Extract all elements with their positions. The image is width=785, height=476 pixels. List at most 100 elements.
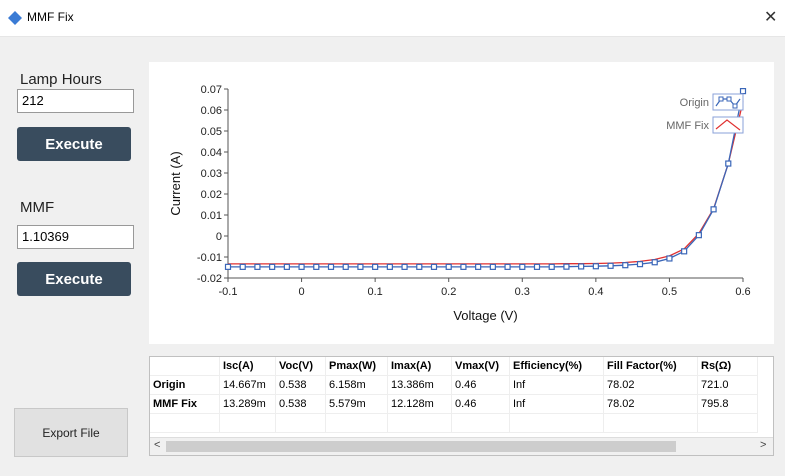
scroll-left-icon[interactable]: < [154,439,161,451]
title-bar: MMF Fix ✕ [0,0,785,37]
table-cell: 795.8 [697,394,758,414]
origin-data-point [548,263,555,270]
column-header: Voc(V) [275,357,326,376]
origin-data-point [607,262,614,269]
legend-marker [718,96,724,102]
origin-data-point [460,263,467,270]
x-tick-label: 0.6 [735,286,750,298]
table-cell: 0.46 [451,394,510,414]
table-cell: 13.289m [219,394,276,414]
table-row[interactable] [150,413,758,433]
origin-data-point [739,88,747,95]
origin-data-point [430,263,438,270]
legend-label-origin: Origin [680,97,709,109]
table-cell [219,413,276,433]
table-cell: 0.538 [275,375,326,395]
iv-chart-panel: -0.02 -0.01 0 0.01 0.02 0.03 0.04 0.05 0.06 0.07 -… [149,62,774,344]
origin-data-point [710,206,717,213]
table-cell [603,413,698,433]
scroll-thumb[interactable] [166,441,676,452]
results-table: Isc(A) Voc(V) Pmax(W) Imax(A) Vmax(V) Efficie… [150,357,758,433]
origin-data-point [475,263,482,270]
column-header: Imax(A) [387,357,452,376]
table-cell: 5.579m [325,394,388,414]
origin-data-point [622,262,629,269]
origin-data-point [342,263,349,270]
origin-data-point [666,255,673,262]
x-tick-label: 0.2 [441,286,456,298]
legend-swatch-mmf-fix [715,119,741,131]
row-label: Origin [150,375,220,395]
window-title: MMF Fix [27,10,74,24]
origin-data-point [283,263,290,270]
table-row[interactable]: MMF Fix 13.289m 0.538 5.579m 12.128m 0.46 Inf 7… [150,394,758,414]
origin-data-point [489,263,496,270]
origin-data-point [357,263,364,270]
column-header: Vmax(V) [451,357,510,376]
y-tick-label: 0.02 [201,189,222,201]
x-tick-label: -0.1 [219,286,238,298]
legend-swatch-box [712,116,744,134]
origin-data-point [269,263,276,270]
table-cell: 14.667m [219,375,276,395]
row-label [150,413,220,433]
origin-data-point [563,263,570,270]
origin-data-point [445,263,452,270]
column-header: Fill Factor(%) [603,357,698,376]
origin-data-point [327,263,335,270]
y-tick-label: 0.05 [201,126,222,138]
row-label: MMF Fix [150,394,220,414]
x-tick-label: 0.3 [515,286,530,298]
export-file-button[interactable]: Export File [14,408,128,457]
origin-data-point [592,263,599,270]
execute-lamp-button[interactable]: Execute [17,127,131,161]
x-tick-label: 0.4 [588,286,603,298]
column-header: Rs(Ω) [697,357,758,376]
y-tick-label: 0 [216,231,222,243]
origin-data-point [725,160,732,167]
scroll-right-icon[interactable]: > [760,439,767,451]
origin-data-point [636,261,644,268]
table-cell: 12.128m [387,394,452,414]
table-cell: 0.538 [275,394,326,414]
y-tick-label: 0.04 [201,147,222,159]
origin-data-point [519,263,526,270]
y-tick-label: 0.03 [201,168,222,180]
legend-label-mmf-fix: MMF Fix [666,120,709,132]
y-tick-label: -0.02 [197,273,222,285]
origin-data-point [504,263,511,270]
origin-data-point [239,263,246,270]
table-cell [451,413,510,433]
mmf-label: MMF [20,199,55,216]
table-cell [509,413,604,433]
table-cell [325,413,388,433]
x-tick-label: 0.5 [662,286,677,298]
origin-data-point [651,259,658,266]
app-diamond-icon [8,11,22,25]
origin-data-point [386,263,393,270]
execute-mmf-button[interactable]: Execute [17,262,131,296]
table-cell: 78.02 [603,375,698,395]
results-table-panel: Isc(A) Voc(V) Pmax(W) Imax(A) Vmax(V) Efficie… [149,356,774,456]
origin-data-point [416,263,423,270]
table-cell: 78.02 [603,394,698,414]
lamp-hours-label: Lamp Hours [20,71,102,88]
close-icon[interactable]: ✕ [764,9,778,26]
lamp-hours-input[interactable]: 212 [17,89,134,113]
table-cell: Inf [509,375,604,395]
x-axis-label: Voltage (V) [453,308,517,323]
mmf-input[interactable]: 1.10369 [17,225,134,249]
y-tick-label: 0.06 [201,105,222,117]
column-header: Pmax(W) [325,357,388,376]
column-header [150,357,220,376]
y-tick-label: 0.01 [201,210,222,222]
table-row[interactable]: Origin 14.667m 0.538 6.158m 13.386m 0.46 Inf 78… [150,375,758,395]
x-tick-label: 0.1 [367,286,382,298]
y-axis-label: Current (A) [168,151,183,215]
legend-marker [732,103,738,109]
origin-data-point [695,232,702,239]
iv-chart: -0.02 -0.01 0 0.01 0.02 0.03 0.04 0.05 0.06 0.07 -… [168,84,751,323]
table-cell: 13.386m [387,375,452,395]
table-cell: 721.0 [697,375,758,395]
horizontal-scrollbar[interactable]: < > [150,437,773,455]
